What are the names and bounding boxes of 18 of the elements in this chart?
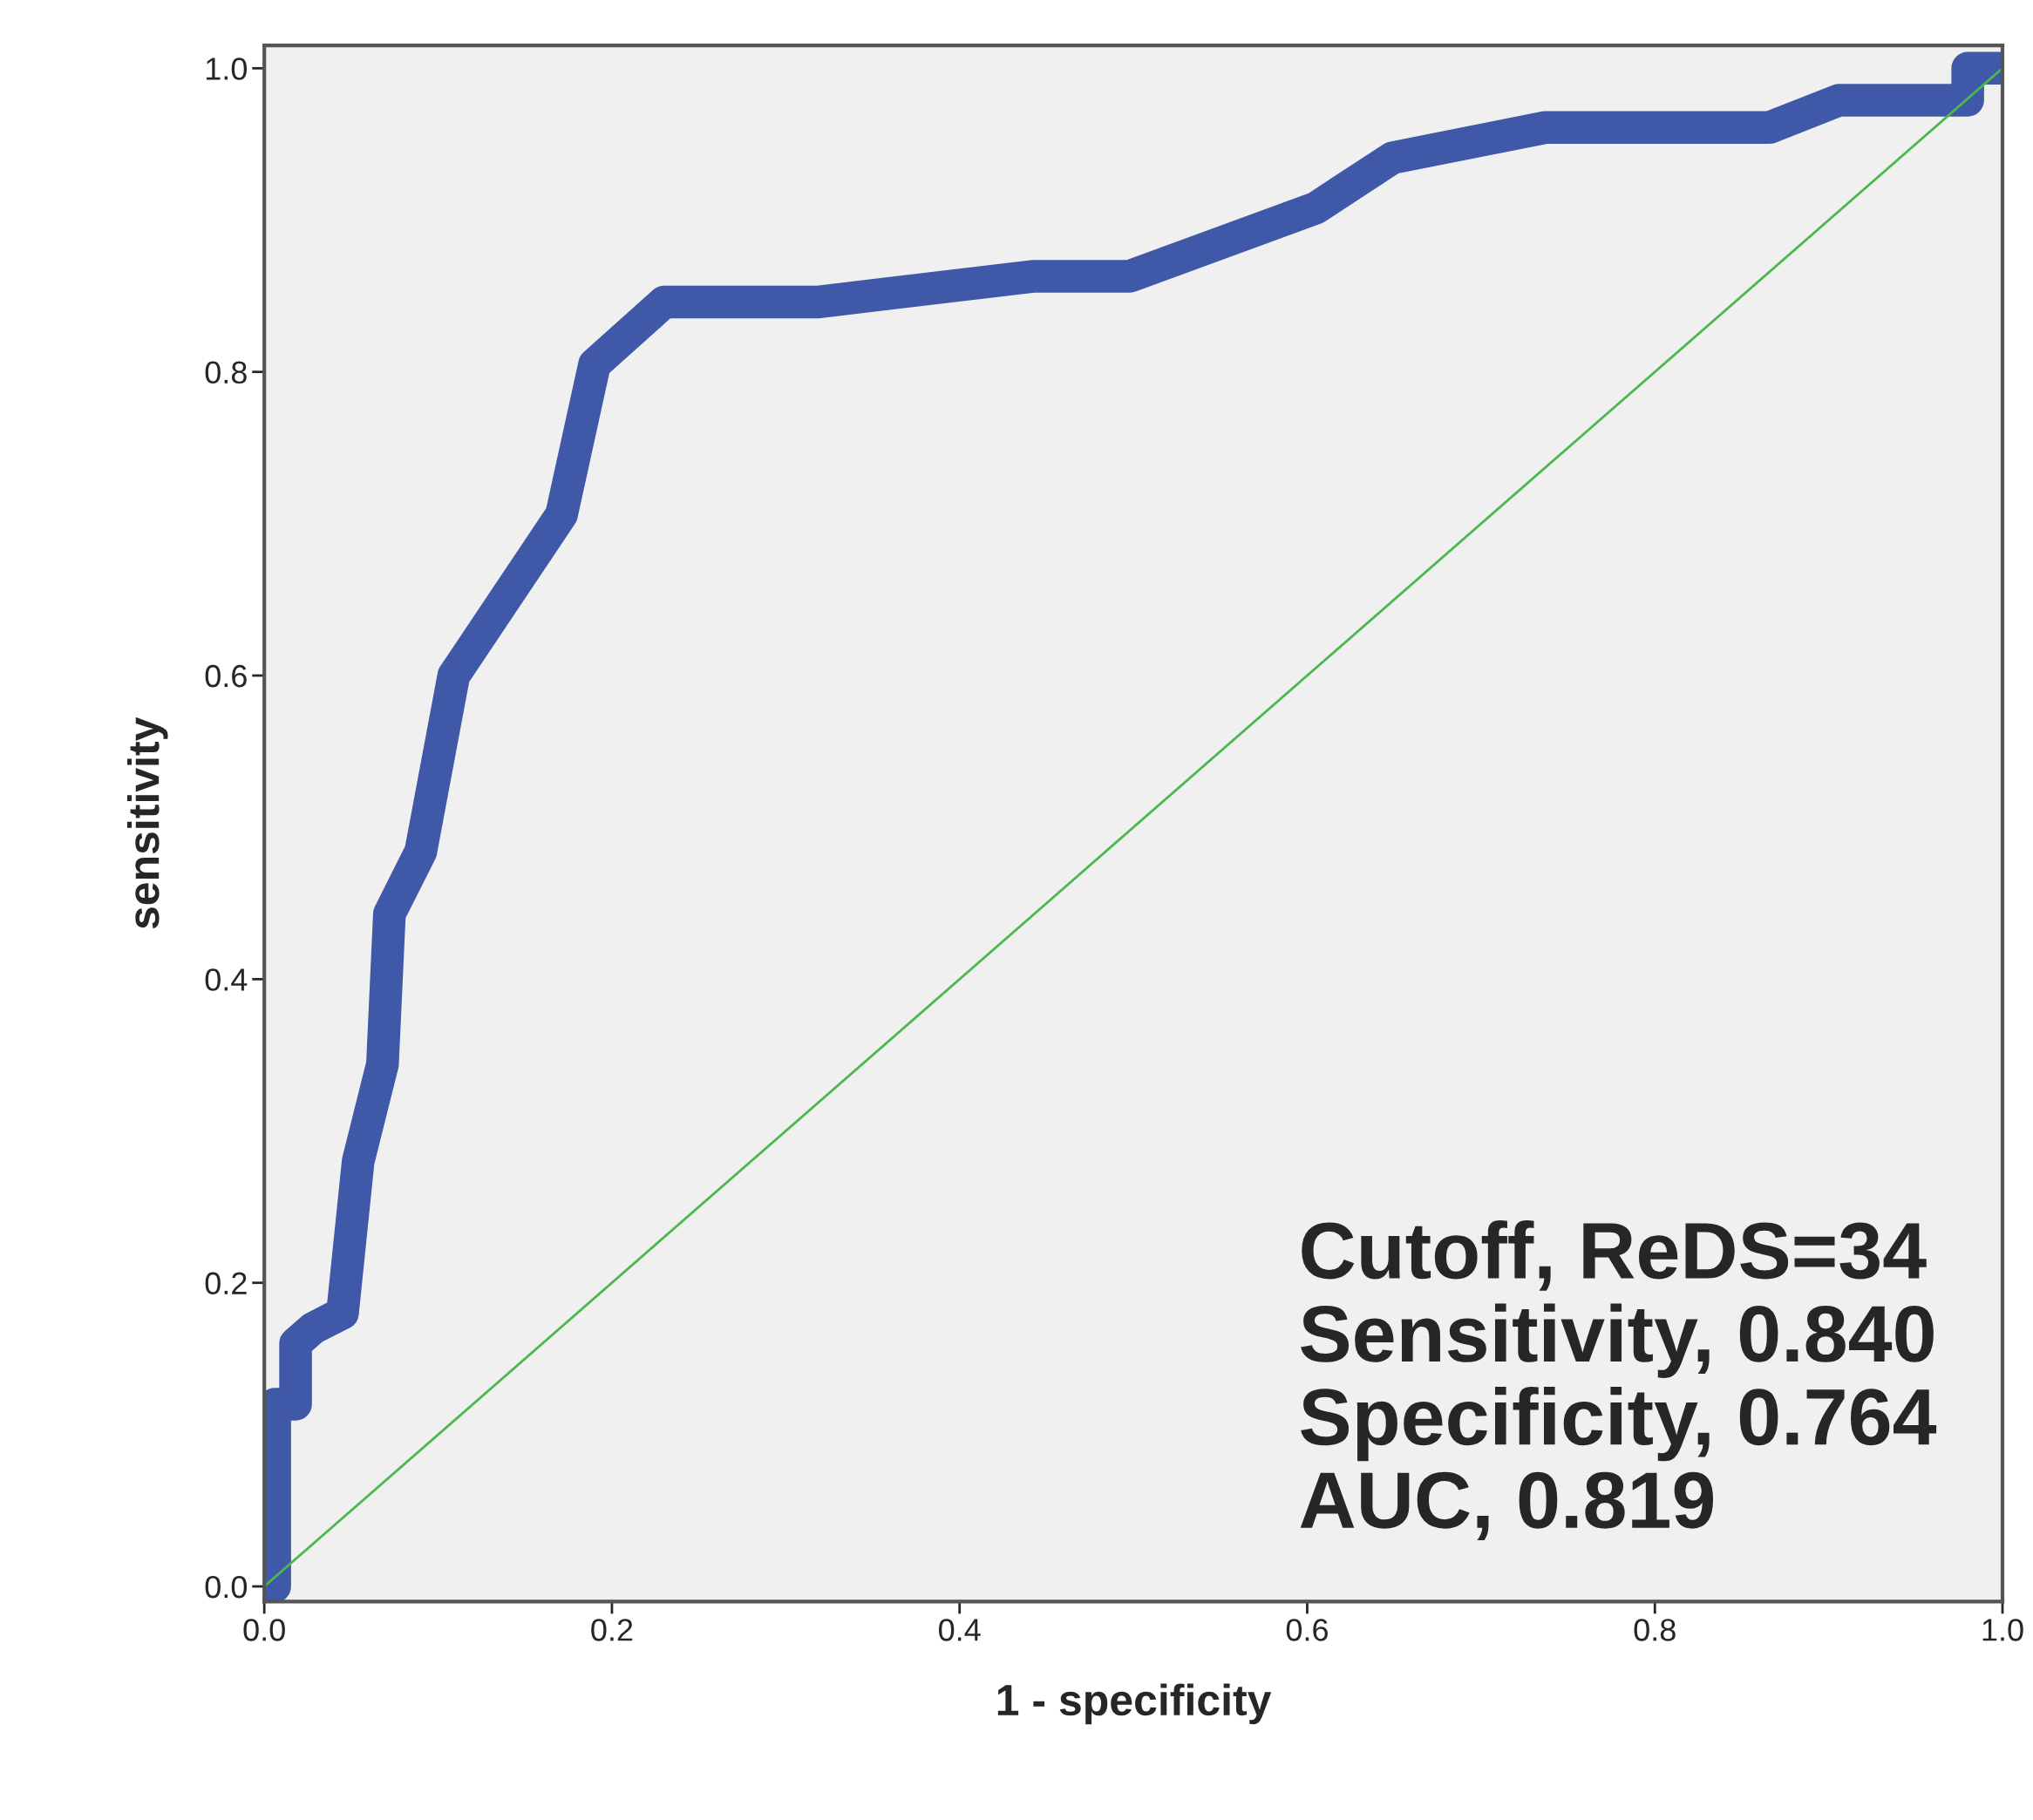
annotation: Sensitivity, 0.840: [1301, 1303, 1934, 1378]
y-tick-label: 0.0: [205, 1575, 247, 1599]
y-axis-title: sensitivity: [126, 716, 168, 929]
x-tick-label: 0.6: [1286, 1619, 1328, 1641]
annotation: Cutoff, ReDS=34: [1302, 1220, 1927, 1291]
y-tick-label: 0.6: [205, 664, 247, 688]
x-axis-title: 1 - specificity: [997, 1683, 1272, 1725]
x-tick-label: 0.2: [591, 1619, 633, 1641]
annotation: AUC, 0.819: [1300, 1471, 1714, 1540]
x-tick-label: 0.8: [1634, 1619, 1676, 1641]
y-tick-label: 0.2: [205, 1272, 247, 1295]
x-tick-label: 0.4: [939, 1619, 981, 1641]
x-tick-label: 1.0: [1982, 1619, 2023, 1641]
x-tick-label: 0.0: [243, 1619, 285, 1641]
y-tick-label: 0.4: [205, 968, 248, 991]
y-tick-label: 0.8: [205, 361, 247, 384]
y-tick-label: 1.0: [206, 58, 247, 80]
annotation: Specificity, 0.764: [1301, 1386, 1937, 1462]
